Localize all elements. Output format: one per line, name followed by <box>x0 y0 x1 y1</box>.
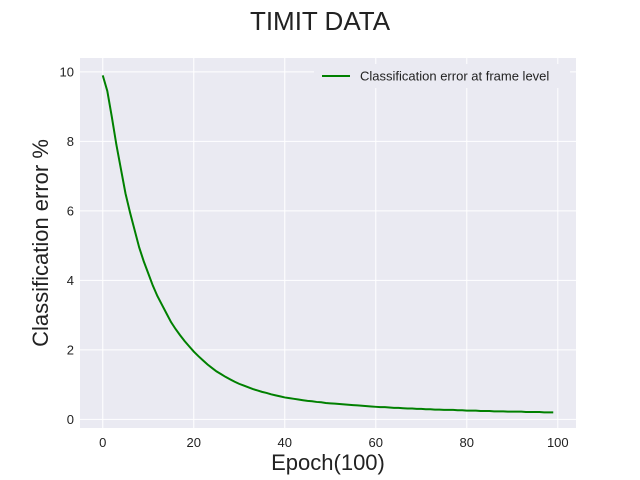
grid-lines <box>80 58 576 428</box>
y-tick-label: 0 <box>67 412 74 427</box>
y-tick-label: 8 <box>67 134 74 149</box>
legend-label: Classification error at frame level <box>360 69 549 84</box>
series-line-classification-error <box>101 75 554 414</box>
y-tick-label: 6 <box>67 203 74 218</box>
legend: Classification error at frame level <box>314 64 570 88</box>
chart-title: TIMIT DATA <box>250 6 391 36</box>
x-tick-label: 100 <box>547 435 569 450</box>
y-tick-label: 2 <box>67 342 74 357</box>
x-tick-label: 20 <box>187 435 201 450</box>
y-axis-label: Classification error % <box>28 139 53 347</box>
x-tick-label: 60 <box>369 435 383 450</box>
y-tick-label: 10 <box>60 64 74 79</box>
x-axis-ticks: 0 20 40 60 80 100 <box>99 435 569 450</box>
plot-area <box>80 58 576 428</box>
x-tick-label: 40 <box>278 435 292 450</box>
legend-box <box>314 64 570 88</box>
x-tick-label: 0 <box>99 435 106 450</box>
y-axis-ticks: 0 2 4 6 8 10 <box>60 64 74 426</box>
x-tick-label: 80 <box>460 435 474 450</box>
y-tick-label: 4 <box>67 273 74 288</box>
x-axis-label: Epoch(100) <box>271 450 385 475</box>
